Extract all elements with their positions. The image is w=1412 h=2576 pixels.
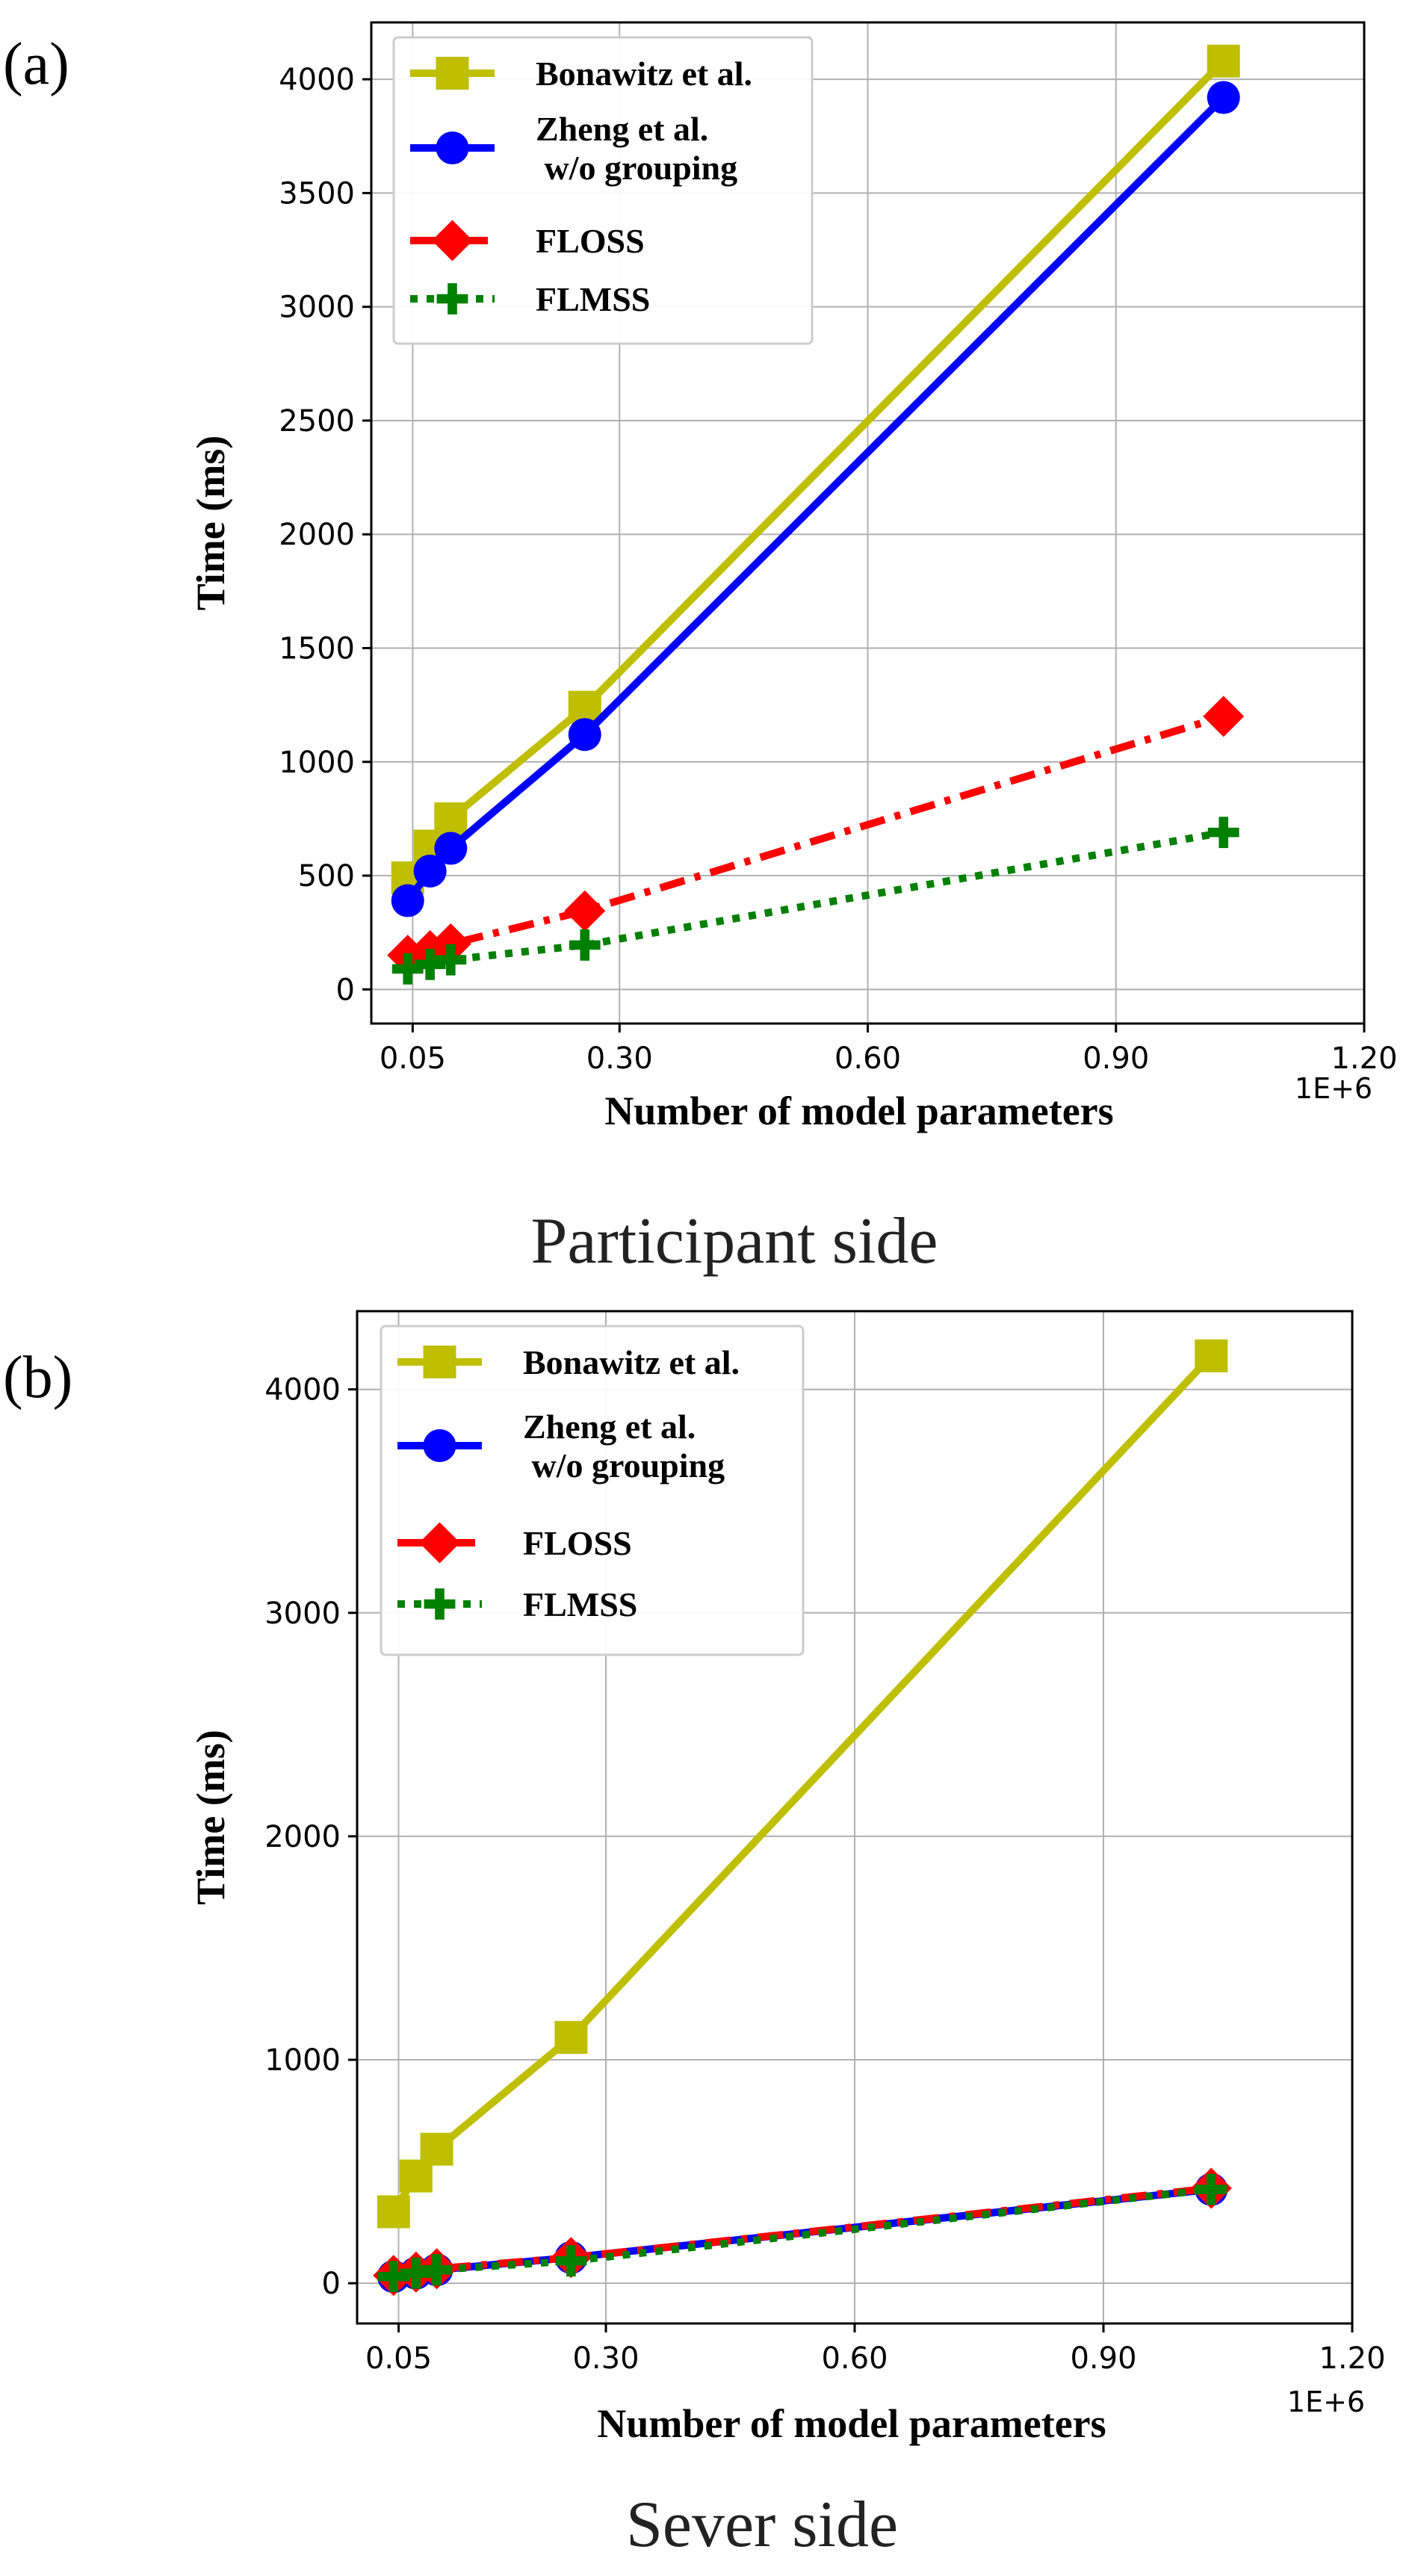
data-point bbox=[420, 2132, 453, 2166]
y-tick-label: 2500 bbox=[279, 404, 355, 439]
legend-label-0: Bonawitz et al. bbox=[523, 1343, 740, 1381]
legend-label-3: FLMSS bbox=[523, 1585, 637, 1623]
data-point bbox=[434, 832, 468, 865]
data-point bbox=[413, 854, 447, 888]
y-tick-label: 4000 bbox=[264, 1373, 341, 1408]
panel-caption: Sever side bbox=[626, 2489, 898, 2561]
legend-label-0: Bonawitz et al. bbox=[536, 55, 752, 93]
legend-label-1: Zheng et al. w/o grouping bbox=[536, 110, 737, 187]
legend: Bonawitz et al. Zheng et al. w/o grouping… bbox=[380, 1325, 805, 1656]
legend-label-2: FLOSS bbox=[536, 222, 645, 260]
legend-box bbox=[392, 36, 814, 345]
y-axis-label: Time (ms) bbox=[188, 1730, 233, 1904]
data-point bbox=[569, 929, 601, 961]
legend-label-3: FLMSS bbox=[536, 280, 650, 318]
y-axis-label: Time (ms) bbox=[188, 436, 233, 610]
x-offset-label: 1E+6 bbox=[1295, 1072, 1372, 1105]
legend-marker-2 bbox=[432, 220, 473, 261]
legend-marker-0 bbox=[436, 57, 469, 90]
y-tick-label: 2000 bbox=[279, 518, 355, 552]
chart-a: 0.05 0.30 0.60 0.90 1.20 0 500 1000 1500 2000 2500… bbox=[3, 21, 1398, 1278]
y-tick-label: 2000 bbox=[264, 1820, 341, 1854]
data-point bbox=[391, 884, 424, 917]
data-point bbox=[421, 2254, 453, 2286]
x-tick-label: 0.30 bbox=[586, 1041, 653, 1076]
y-tick-label: 500 bbox=[298, 859, 355, 894]
legend-marker-1 bbox=[436, 131, 469, 164]
legend-marker-1 bbox=[423, 1429, 456, 1462]
legend: Bonawitz et al. Zheng et al. w/o grouping… bbox=[392, 36, 814, 345]
legend-box bbox=[380, 1325, 805, 1656]
y-tick-label: 0 bbox=[336, 973, 355, 1007]
x-tick-label: 0.05 bbox=[365, 2341, 432, 2376]
chart-b: 0.05 0.30 0.60 0.90 1.20 0 1000 2000 3000 4000 Num… bbox=[3, 1310, 1386, 2561]
y-tick-label: 4000 bbox=[279, 63, 355, 97]
x-tick-label: 0.90 bbox=[1083, 1041, 1149, 1076]
data-point bbox=[554, 2021, 588, 2055]
panel-label: (a) bbox=[3, 31, 69, 97]
data-point bbox=[564, 890, 606, 932]
legend-label-1: Zheng et al. w/o grouping bbox=[523, 1408, 725, 1484]
y-tick-label: 3000 bbox=[279, 291, 355, 325]
x-axis-label: Number of model parameters bbox=[604, 1089, 1113, 1133]
x-tick-label: 0.30 bbox=[572, 2341, 639, 2376]
data-point bbox=[1207, 44, 1240, 78]
legend-label-2: FLOSS bbox=[523, 1524, 632, 1562]
x-tick-label: 1.20 bbox=[1319, 2341, 1385, 2376]
y-tick-label: 3500 bbox=[279, 176, 355, 211]
legend-marker-0 bbox=[423, 1346, 456, 1378]
x-offset-label: 1E+6 bbox=[1287, 2385, 1365, 2418]
data-point bbox=[1203, 696, 1245, 737]
y-tick-label: 3000 bbox=[264, 1597, 341, 1631]
x-tick-label: 0.90 bbox=[1070, 2341, 1136, 2376]
x-tick-label: 1.20 bbox=[1331, 1041, 1397, 1076]
series-line-3 bbox=[406, 829, 1224, 973]
panel-caption: Participant side bbox=[531, 1205, 938, 1278]
x-tick-label: 0.05 bbox=[380, 1041, 446, 1076]
data-point bbox=[430, 923, 471, 965]
data-point bbox=[555, 2245, 587, 2277]
data-point bbox=[434, 802, 468, 835]
data-point bbox=[1207, 81, 1240, 114]
y-tick-label: 1000 bbox=[264, 2043, 341, 2078]
data-point bbox=[1195, 2173, 1227, 2205]
x-axis-label: Number of model parameters bbox=[597, 2401, 1106, 2446]
y-tick-label: 0 bbox=[322, 2267, 341, 2301]
data-point bbox=[568, 718, 601, 752]
y-tick-label: 1000 bbox=[279, 746, 355, 780]
legend-marker-3 bbox=[424, 1588, 456, 1620]
x-tick-label: 0.60 bbox=[821, 2341, 888, 2376]
data-point bbox=[1207, 817, 1239, 849]
panel-label: (b) bbox=[3, 1345, 72, 1411]
legend-marker-2 bbox=[419, 1522, 460, 1564]
x-tick-label: 0.60 bbox=[834, 1041, 901, 1076]
data-point bbox=[435, 944, 467, 976]
y-tick-label: 1500 bbox=[279, 632, 355, 666]
legend-marker-3 bbox=[436, 283, 468, 315]
data-point bbox=[1195, 1339, 1228, 1372]
data-point bbox=[377, 2195, 410, 2229]
